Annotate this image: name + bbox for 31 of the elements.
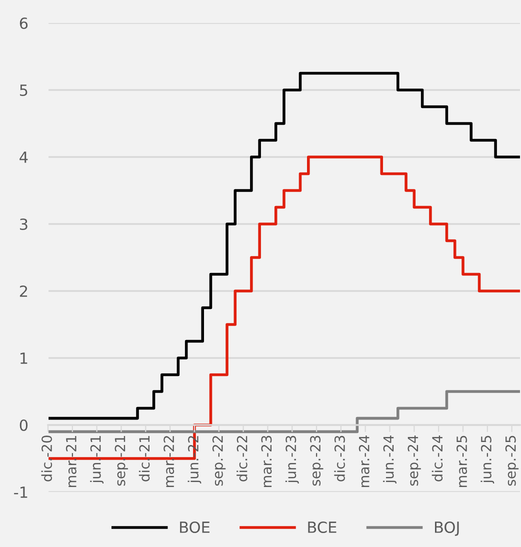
x-tick-label: mar.-22 <box>164 436 174 488</box>
y-tick-label: 0 <box>20 419 28 432</box>
x-tick-label: mar.-23 <box>261 436 272 488</box>
x-tick-label: jun.-24 <box>383 436 396 484</box>
legend-label: BOJ <box>434 521 459 536</box>
x-tick-label: sep.-22 <box>212 436 226 486</box>
y-tick-label: 4 <box>20 152 28 163</box>
x-tick-label: dic.-23 <box>334 436 345 482</box>
y-tick-label: 6 <box>20 17 28 30</box>
x-tick-label: jun.-22 <box>188 436 202 484</box>
legend-label: BCE <box>308 521 336 534</box>
x-tick-label: dic.-21 <box>138 436 150 482</box>
x-tick-label: dic.-24 <box>432 436 443 482</box>
x-tick-label: mar.-24 <box>358 436 370 488</box>
legend-label: BOE <box>180 521 210 534</box>
x-tick-label: mar.-21 <box>66 436 76 488</box>
x-tick-label: jun.-25 <box>480 436 494 484</box>
x-tick-label: mar.-25 <box>456 436 468 488</box>
x-tick-label: sep.-24 <box>408 436 421 486</box>
y-tick-label: 5 <box>20 84 28 96</box>
x-tick-label: sep.-21 <box>114 436 128 486</box>
x-tick-label: jun.-21 <box>90 436 104 484</box>
x-tick-label: sep.-25 <box>505 436 519 486</box>
x-tick-label: dic.-22 <box>236 436 248 482</box>
x-tick-label: dic.-20 <box>41 436 52 482</box>
y-tick-label: 2 <box>20 285 28 297</box>
x-tick-label: sep.-23 <box>310 436 324 486</box>
x-tick-label: jun.-23 <box>285 436 299 484</box>
y-tick-label: 3 <box>20 218 28 230</box>
y-tick-label: 1 <box>20 352 28 364</box>
y-tick-label: -1 <box>14 486 28 498</box>
